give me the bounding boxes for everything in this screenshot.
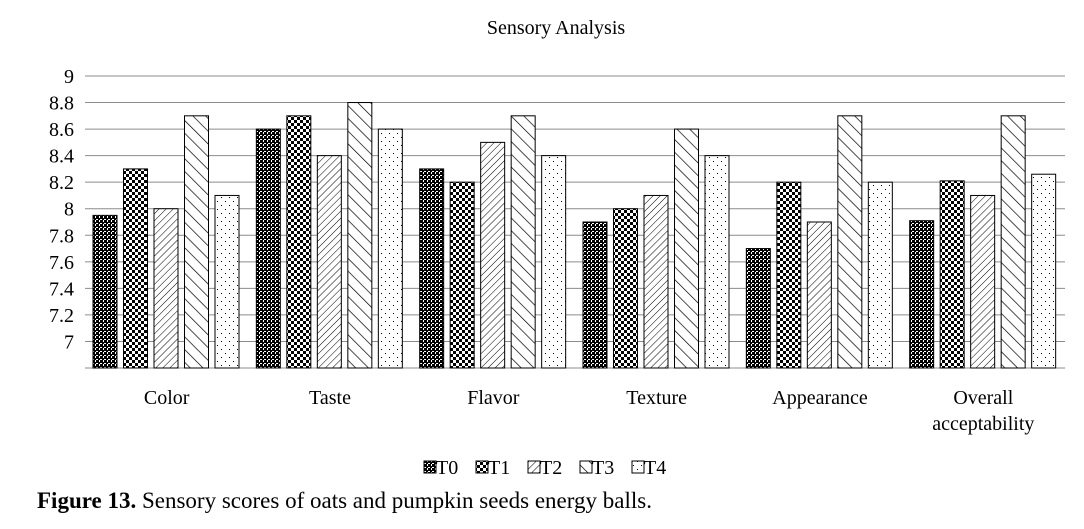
bars bbox=[92, 102, 1057, 369]
x-category-label: Flavor bbox=[467, 387, 520, 409]
x-category-label: Overall acceptability bbox=[932, 387, 1034, 435]
bar-t4-5 bbox=[1031, 173, 1057, 369]
bar-t1-0 bbox=[123, 168, 148, 369]
bar-t3-1 bbox=[347, 102, 373, 369]
x-axis-labels: Color Taste Flavor Texture Appearance Overall… bbox=[144, 387, 1035, 435]
x-category-label: Taste bbox=[309, 387, 351, 409]
bar-t3-0 bbox=[184, 115, 209, 369]
y-tick-label: 8.2 bbox=[49, 172, 74, 194]
y-tick-label: 8.8 bbox=[49, 93, 74, 115]
bar-t2-0 bbox=[153, 208, 179, 369]
y-tick-label: 8 bbox=[64, 199, 74, 221]
bar-t3-3 bbox=[674, 128, 699, 369]
caption-label: Figure 13. bbox=[37, 488, 137, 513]
bar-t0-0 bbox=[92, 214, 118, 369]
y-tick-label: 7 bbox=[64, 331, 74, 353]
legend: T0 T1 T2 T3 T4 bbox=[423, 457, 666, 479]
bar-t3-2 bbox=[510, 115, 536, 369]
bar-t0-3 bbox=[582, 221, 608, 369]
bar-t4-3 bbox=[704, 155, 730, 369]
y-tick-label: 9 bbox=[64, 66, 74, 88]
bar-t2-1 bbox=[316, 155, 342, 369]
bar-t1-4 bbox=[776, 181, 802, 369]
bar-t0-4 bbox=[745, 248, 771, 369]
bar-t2-4 bbox=[806, 221, 832, 369]
bar-t2-2 bbox=[480, 141, 506, 369]
bar-t3-5 bbox=[1000, 115, 1026, 369]
bar-t4-4 bbox=[867, 181, 893, 369]
bar-t0-1 bbox=[255, 128, 281, 369]
legend-label: T4 bbox=[644, 457, 666, 479]
legend-swatch-t1 bbox=[475, 460, 489, 474]
legend-label: T0 bbox=[436, 457, 458, 479]
bar-t1-5 bbox=[939, 180, 965, 369]
y-tick-label: 8.6 bbox=[49, 119, 74, 141]
gridlines bbox=[85, 75, 1065, 369]
figure-caption: Figure 13. Sensory scores of oats and pu… bbox=[37, 488, 652, 514]
chart: Sensory Analysis 7 7.2 7.4 7.6 7.8 8 8.2 8.4 8.6… bbox=[49, 17, 1065, 479]
bar-t0-2 bbox=[419, 168, 445, 369]
bar-t1-1 bbox=[286, 115, 312, 369]
legend-swatch-t0 bbox=[423, 460, 437, 474]
bar-t1-3 bbox=[613, 208, 638, 369]
y-tick-label: 8.4 bbox=[49, 146, 74, 168]
x-category-label: Appearance bbox=[772, 387, 868, 409]
legend-label: T2 bbox=[540, 457, 562, 479]
y-tick-label: 7.4 bbox=[49, 278, 74, 300]
legend-label: T1 bbox=[488, 457, 510, 479]
bar-t2-5 bbox=[970, 194, 996, 369]
legend-label: T3 bbox=[592, 457, 614, 479]
bar-t2-3 bbox=[643, 194, 669, 369]
bar-t0-5 bbox=[909, 220, 935, 369]
y-tick-label: 7.6 bbox=[49, 252, 74, 274]
legend-swatch-t3 bbox=[579, 460, 593, 474]
y-tick-label: 7.2 bbox=[49, 305, 74, 327]
bar-t4-1 bbox=[377, 128, 403, 369]
chart-title: Sensory Analysis bbox=[487, 17, 626, 39]
legend-swatch-t4 bbox=[631, 460, 645, 474]
y-axis-ticks: 7 7.2 7.4 7.6 7.8 8 8.2 8.4 8.6 8.8 9 bbox=[49, 66, 74, 353]
y-tick-label: 7.8 bbox=[49, 225, 74, 247]
caption-text: Sensory scores of oats and pumpkin seeds… bbox=[136, 488, 652, 513]
bar-t1-2 bbox=[449, 181, 475, 369]
bar-t4-2 bbox=[541, 155, 567, 369]
x-category-label: Texture bbox=[626, 387, 687, 409]
bar-t3-4 bbox=[837, 115, 863, 369]
bar-t4-0 bbox=[214, 194, 240, 369]
x-category-label: Color bbox=[144, 387, 190, 409]
legend-swatch-t2 bbox=[527, 460, 541, 474]
